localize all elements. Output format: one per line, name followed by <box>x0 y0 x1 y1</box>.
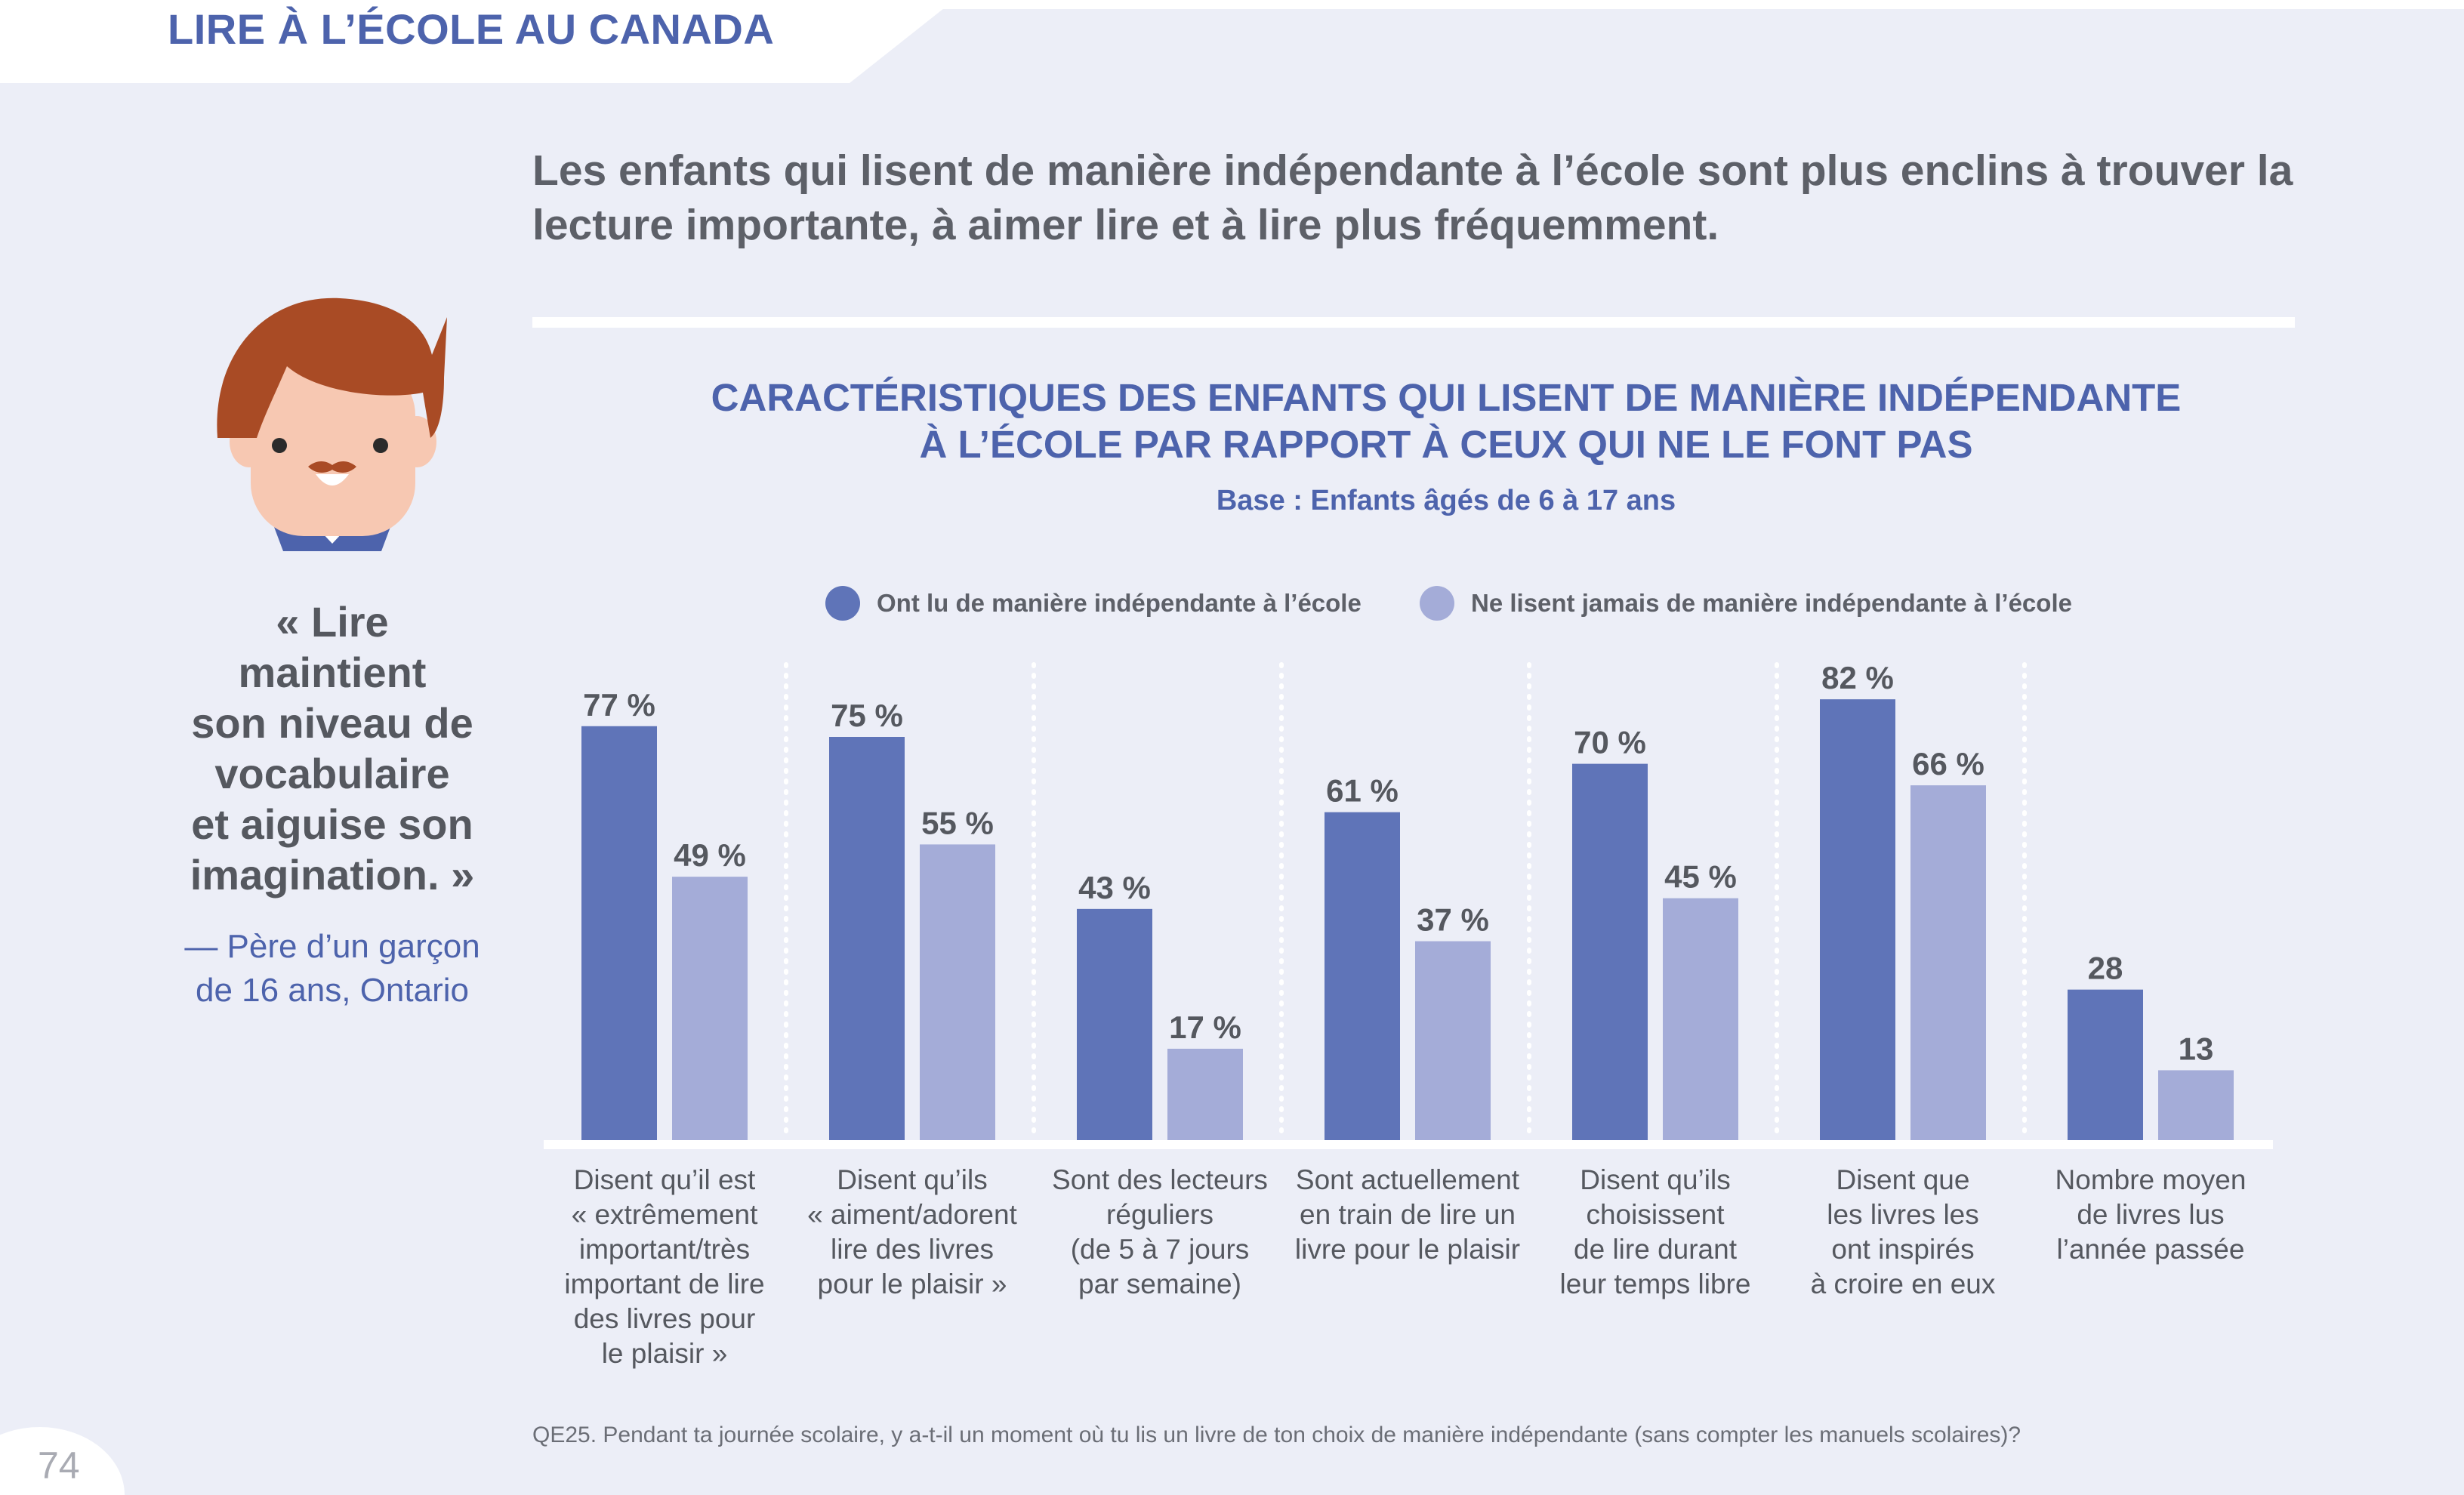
legend-label: Ne lisent jamais de manière indépendante… <box>1471 589 2072 617</box>
headline: Les enfants qui lisent de manière indépe… <box>532 146 2293 249</box>
data-label: 82 % <box>1821 660 1894 695</box>
category-label-line: leur temps libre <box>1559 1268 1751 1299</box>
legend-swatch-series-1 <box>825 586 860 621</box>
bar-series-1 <box>829 737 905 1140</box>
quote-attribution: — Père d’un garçon de 16 ans, Ontario <box>151 925 513 1013</box>
category-label-line: à croire en eux <box>1810 1268 1996 1299</box>
category-label-line: « aiment/adorent <box>807 1199 1017 1230</box>
category-label-line: Disent que <box>1836 1164 1970 1195</box>
category-label-line: important de lire <box>564 1268 765 1299</box>
category-label-line: Disent qu’il est <box>573 1164 756 1195</box>
data-label: 75 % <box>831 698 903 733</box>
category-label-line: « extrêmement <box>571 1199 758 1230</box>
legend-label: Ont lu de manière indépendante à l’école <box>877 589 1362 617</box>
category-label-line: ont inspirés <box>1831 1234 1975 1265</box>
category-label-line: lire des livres <box>831 1234 994 1265</box>
header-tab <box>0 0 944 83</box>
chart-subtitle: Base : Enfants âgés de 6 à 17 ans <box>1216 485 1676 516</box>
category-label: Nombre moyen de livres lus l’année passée <box>2026 1163 2275 1267</box>
category-label-line: important/très <box>578 1234 751 1265</box>
category-label: Sont actuellement en train de lire un livr… <box>1283 1163 1532 1267</box>
quote-line: imagination. » <box>190 851 475 899</box>
bar-series-1 <box>1572 763 1648 1140</box>
data-label: 45 % <box>1664 859 1737 895</box>
category-label: Disent qu’ils « aiment/adorent lire des li… <box>788 1163 1037 1302</box>
chart-title-line: À L’ÉCOLE PAR RAPPORT À CEUX QUI NE LE F… <box>919 423 1973 466</box>
category-label-line: en train de lire un <box>1300 1199 1516 1230</box>
bar-series-2 <box>1663 898 1738 1140</box>
data-label: 13 <box>2179 1031 2214 1066</box>
legend-swatch-series-2 <box>1420 586 1454 621</box>
category-label-line: livre pour le plaisir <box>1294 1234 1521 1265</box>
category-label-line: de livres lus <box>2077 1199 2225 1230</box>
category-label-line: Sont actuellement <box>1295 1164 1520 1195</box>
boy-avatar-icon <box>217 297 447 551</box>
bar-series-2 <box>1167 1048 1243 1140</box>
chart-title: CARACTÉRISTIQUES DES ENFANTS QUI LISENT … <box>532 375 2360 468</box>
category-label: Disent qu’il est « extrêmement important/t… <box>540 1163 789 1371</box>
category-label-line: l’année passée <box>2056 1234 2245 1265</box>
bar-series-2 <box>672 877 748 1140</box>
category-label-line: choisissent <box>1586 1199 1725 1230</box>
bar-series-1 <box>2068 989 2143 1140</box>
data-label: 43 % <box>1078 870 1151 905</box>
x-axis-baseline <box>544 1140 2273 1149</box>
bar-series-2 <box>1910 785 1986 1140</box>
section-title: LIRE À L’ÉCOLE AU CANADA <box>168 5 775 53</box>
category-label-line: Disent qu’ils <box>837 1164 988 1195</box>
bar-series-2 <box>2158 1070 2234 1140</box>
data-label: 77 % <box>583 687 655 723</box>
category-label-line: de lire durant <box>1574 1234 1737 1265</box>
category-label-line: Sont des lecteurs <box>1052 1164 1268 1195</box>
quote-line: vocabulaire <box>214 750 450 797</box>
category-label: Disent que les livres les ont inspirés à cr… <box>1778 1163 2028 1302</box>
category-label-line: pour le plaisir » <box>817 1268 1007 1299</box>
category-label-line: réguliers <box>1106 1199 1213 1230</box>
footnote: QE25. Pendant ta journée scolaire, y a-t… <box>532 1423 2021 1447</box>
data-label: 61 % <box>1326 773 1399 809</box>
quote-line: et aiguise son <box>191 800 473 848</box>
category-label: Disent qu’ils choisissent de lire durant le… <box>1531 1163 1780 1302</box>
category-label-line: Disent qu’ils <box>1580 1164 1731 1195</box>
bar-series-1 <box>1077 908 1152 1140</box>
category-label-line: les livres les <box>1827 1199 1979 1230</box>
bar-series-2 <box>1415 941 1491 1140</box>
category-label: Sont des lecteurs réguliers (de 5 à 7 jour… <box>1035 1163 1284 1302</box>
category-label-line: par semaine) <box>1078 1268 1241 1299</box>
data-label: 55 % <box>921 805 994 840</box>
category-label-line: (de 5 à 7 jours <box>1070 1234 1250 1265</box>
legend-item-series-1: Ont lu de manière indépendante à l’école <box>825 584 1362 622</box>
category-label-line: Nombre moyen <box>2055 1164 2247 1195</box>
category-label-line: le plaisir » <box>601 1338 728 1369</box>
data-label: 17 % <box>1169 1010 1241 1045</box>
bar-series-1 <box>581 726 657 1140</box>
page-number: 74 <box>38 1444 80 1487</box>
data-label: 66 % <box>1912 746 1984 781</box>
quote-line: « Lire <box>276 598 389 646</box>
quote-line: maintient <box>238 649 427 696</box>
quote-line: son niveau de <box>191 699 473 747</box>
category-label-line: des livres pour <box>573 1303 756 1334</box>
data-label: 28 <box>2088 951 2123 986</box>
divider <box>532 317 2295 328</box>
chart-title-line: CARACTÉRISTIQUES DES ENFANTS QUI LISENT … <box>711 376 2182 419</box>
bar-series-1 <box>1820 699 1895 1140</box>
data-label: 49 % <box>674 837 746 873</box>
bar-series-1 <box>1325 812 1400 1140</box>
attribution-line: — Père d’un garçon <box>184 928 480 965</box>
data-label: 37 % <box>1417 902 1489 938</box>
bar-series-2 <box>920 844 995 1140</box>
legend-item-series-2: Ne lisent jamais de manière indépendante… <box>1420 584 2072 622</box>
data-label: 70 % <box>1574 725 1646 760</box>
attribution-line: de 16 ans, Ontario <box>195 972 469 1009</box>
testimonial-quote: « Lire maintient son niveau de vocabulai… <box>151 596 513 900</box>
